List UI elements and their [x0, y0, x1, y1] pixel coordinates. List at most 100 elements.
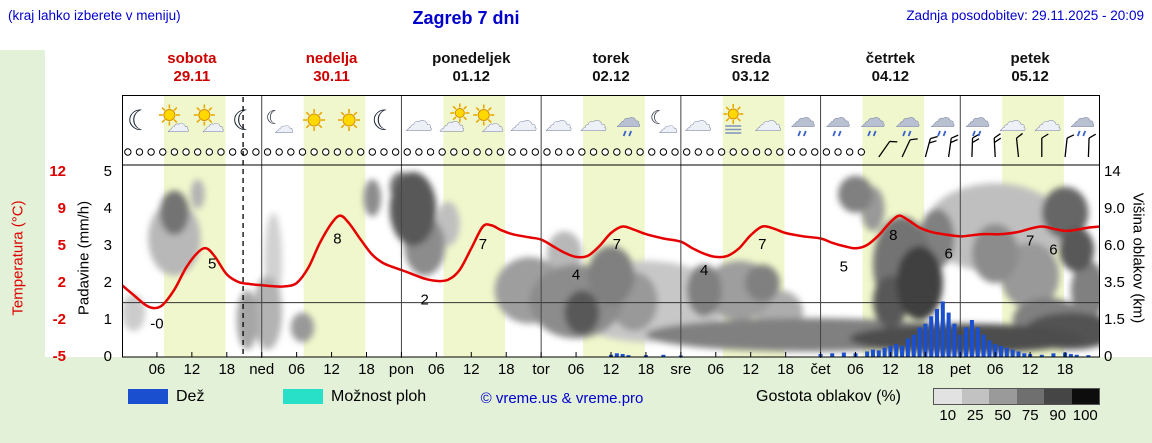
menu-note: (kraj lahko izberete v meniju): [8, 8, 181, 23]
time-tick-label: tor: [532, 361, 550, 378]
svg-text:7: 7: [1026, 233, 1034, 250]
page-title: Zagreb 7 dni: [412, 8, 520, 28]
axis-tick-label: 9: [57, 200, 66, 217]
cloud-icon: ☁: [999, 106, 1027, 138]
svg-text:☁: ☁: [545, 106, 572, 137]
moon-cloud-icon: ☾☁: [266, 107, 294, 138]
svg-text:☁: ☁: [482, 112, 504, 138]
cloud-cover-row: [124, 148, 866, 156]
gradient-segment: [934, 389, 962, 404]
showers-legend-label: Možnost ploh: [331, 388, 427, 405]
axis-tick-label: 1.5: [1104, 311, 1125, 328]
svg-text:☾: ☾: [371, 104, 396, 137]
sun-cloud-icon: ☁: [193, 104, 225, 138]
svg-text:☾: ☾: [232, 104, 257, 137]
cloud-icon: ☁: [754, 106, 782, 138]
svg-text:6: 6: [1049, 241, 1057, 258]
time-tick-label: 12: [323, 361, 340, 378]
day-name: torek: [592, 50, 630, 67]
cloud-rain-icon: ☁: [790, 103, 816, 137]
svg-text:☁: ☁: [659, 116, 678, 137]
cloud-sun-icon: ☁: [438, 103, 470, 138]
time-tick-label: 12: [602, 361, 620, 378]
cloud-icon: ☁: [579, 106, 607, 138]
cloud-rain-icon: ☁: [860, 103, 886, 137]
axis-tick-label: 1: [103, 311, 112, 328]
svg-text:7: 7: [758, 236, 766, 253]
day-header: nedelja 30.11: [262, 50, 402, 86]
axis-tick-label: -5: [52, 348, 66, 365]
day-date: 29.11: [173, 68, 211, 85]
day-name: sobota: [167, 50, 217, 67]
gradient-tick-label: 75: [1021, 407, 1039, 424]
cloud-rain-icon: ☁: [930, 103, 956, 137]
day-header: četrtek 04.12: [821, 50, 961, 86]
svg-text:8: 8: [889, 227, 897, 244]
time-tick-label: 18: [917, 361, 934, 378]
sun-icon: [303, 109, 326, 131]
time-tick-label: 18: [1056, 361, 1074, 378]
cloud-icon: ☁: [510, 106, 538, 138]
time-tick-label: čet: [810, 361, 831, 378]
day-header: torek 02.12: [541, 50, 681, 86]
svg-text:☁: ☁: [405, 106, 432, 137]
svg-text:7: 7: [613, 236, 621, 253]
day-name: nedelja: [305, 50, 358, 67]
time-tick-label: 06: [986, 361, 1004, 378]
gradient-tick-label: 10: [939, 407, 957, 424]
svg-text:☁: ☁: [1070, 104, 1095, 133]
svg-text:☁: ☁: [1034, 106, 1061, 137]
copyright-link[interactable]: © vreme.us & vreme.pro: [480, 390, 644, 407]
svg-text:2: 2: [421, 291, 429, 308]
day-header: sobota 29.11: [122, 50, 262, 86]
cloud-rain-icon: ☁: [895, 103, 921, 137]
time-tick-label: pet: [949, 361, 971, 378]
cloud-icon: ☁: [684, 106, 712, 138]
time-tick-label: 12: [882, 361, 899, 378]
svg-text:☾: ☾: [127, 104, 152, 137]
axis-tick-label: 12: [49, 163, 66, 180]
sun-cloud-icon: ☁: [473, 104, 504, 138]
time-tick-label: 06: [847, 361, 864, 378]
time-tick-label: 18: [358, 361, 375, 378]
precipitation-axis-label: Padavine (mm/h): [75, 200, 93, 316]
axis-tick-label: 5: [103, 163, 112, 180]
showers-legend-swatch: [283, 389, 323, 404]
sun-icon: [338, 109, 361, 131]
temperature-axis-label: Temperatura (°C): [9, 200, 27, 316]
axis-tick-label: 3.5: [1104, 274, 1125, 291]
gradient-tick-label: 100: [1072, 407, 1098, 424]
axis-tick-label: 0: [103, 348, 112, 365]
day-date: 02.12: [592, 68, 630, 85]
moon-cloud-icon: ☾☁: [650, 107, 678, 138]
axis-tick-label: 3: [103, 237, 112, 254]
time-tick-label: 12: [462, 361, 480, 378]
axis-tick-label: -2: [52, 311, 66, 328]
svg-text:☁: ☁: [167, 112, 189, 138]
time-tick-label: 12: [183, 361, 201, 378]
day-name: četrtek: [865, 50, 915, 67]
day-header: petek 05.12: [960, 50, 1100, 86]
svg-text:☁: ☁: [202, 112, 224, 138]
time-tick-label: 06: [148, 361, 166, 378]
svg-text:5: 5: [840, 259, 848, 276]
svg-text:8: 8: [333, 230, 341, 247]
day-header: ponedeljek 01.12: [401, 50, 541, 86]
sun-fog-icon: [723, 104, 744, 134]
gradient-tick-label: 90: [1049, 407, 1067, 424]
svg-text:☁: ☁: [896, 104, 921, 133]
gradient-segment: [989, 389, 1017, 404]
rain-legend-swatch: [128, 389, 168, 404]
last-update: Zadnja posodobitev: 29.11.2025 - 20:09: [906, 8, 1144, 23]
sun-cloud-icon: ☁: [158, 104, 190, 138]
axis-tick-label: 14: [1104, 163, 1121, 180]
time-tick-label: sre: [670, 361, 692, 378]
time-tick-label: 12: [1021, 361, 1039, 378]
svg-text:4: 4: [572, 266, 580, 283]
day-header: sreda 03.12: [681, 50, 821, 86]
svg-text:☁: ☁: [439, 108, 465, 138]
rain-legend-label: Dež: [176, 388, 205, 405]
